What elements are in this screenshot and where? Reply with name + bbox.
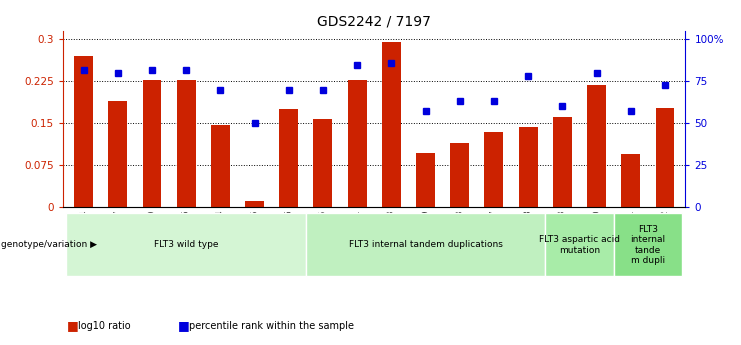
Text: percentile rank within the sample: percentile rank within the sample xyxy=(189,321,354,331)
Bar xyxy=(451,143,469,207)
Text: ■: ■ xyxy=(67,319,79,333)
Bar xyxy=(306,214,545,276)
Bar xyxy=(279,109,298,207)
Bar xyxy=(348,80,367,207)
Bar xyxy=(416,153,435,207)
Bar xyxy=(519,127,537,207)
Bar xyxy=(553,117,572,207)
Bar xyxy=(485,131,503,207)
Bar xyxy=(545,214,614,276)
Bar xyxy=(245,201,264,207)
Bar xyxy=(621,154,640,207)
Text: FLT3 aspartic acid
mutation: FLT3 aspartic acid mutation xyxy=(539,235,620,255)
Text: genotype/variation ▶: genotype/variation ▶ xyxy=(1,240,97,249)
Bar xyxy=(176,80,196,207)
Title: GDS2242 / 7197: GDS2242 / 7197 xyxy=(317,14,431,29)
Text: ■: ■ xyxy=(178,319,190,333)
Bar xyxy=(614,214,682,276)
Bar xyxy=(74,56,93,207)
Text: FLT3
internal
tande
m dupli: FLT3 internal tande m dupli xyxy=(631,225,665,265)
Bar xyxy=(211,125,230,207)
Bar xyxy=(142,80,162,207)
Text: log10 ratio: log10 ratio xyxy=(78,321,130,331)
Text: FLT3 wild type: FLT3 wild type xyxy=(154,240,219,249)
Bar xyxy=(313,119,332,207)
Text: FLT3 internal tandem duplications: FLT3 internal tandem duplications xyxy=(348,240,502,249)
Bar xyxy=(67,214,306,276)
Bar xyxy=(587,85,606,207)
Bar xyxy=(382,42,401,207)
Bar xyxy=(656,108,674,207)
Bar xyxy=(108,101,127,207)
